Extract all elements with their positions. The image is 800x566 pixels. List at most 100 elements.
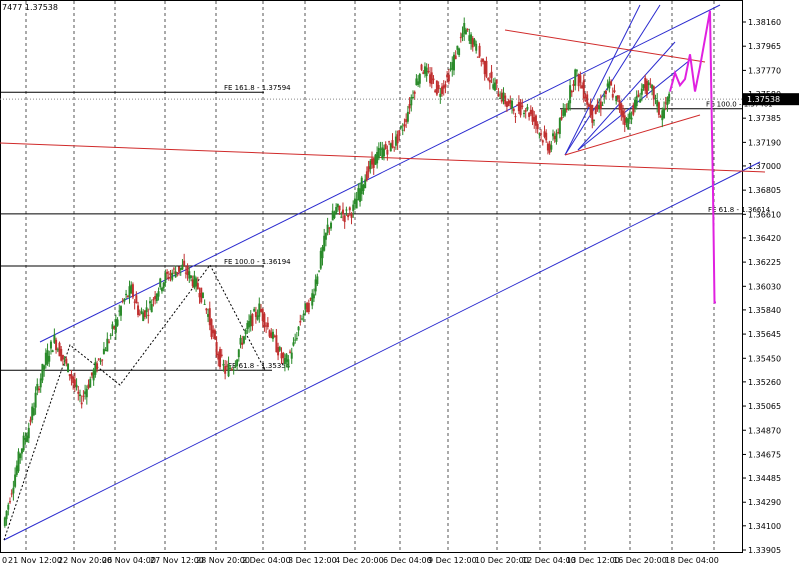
candle-body	[574, 69, 577, 86]
candle-body	[640, 88, 643, 95]
fib-construction-path	[3, 264, 266, 541]
candle-body	[290, 352, 293, 359]
candle-body	[635, 96, 638, 107]
x-tick-label: 28 Nov 20:00	[196, 556, 250, 565]
candle-body	[289, 351, 292, 353]
candle-body	[581, 85, 584, 89]
candle-body	[56, 349, 59, 351]
candle-body	[29, 419, 32, 422]
candle-body	[377, 147, 380, 159]
candle-body	[353, 198, 356, 205]
x-tick-label: 10 Dec 20:00	[475, 556, 529, 565]
candle-body	[647, 82, 650, 86]
candle-body	[217, 353, 220, 360]
candle-body	[381, 147, 384, 159]
candle-body	[555, 133, 558, 142]
candle-body	[188, 271, 191, 279]
candle-body	[321, 246, 324, 259]
candle-body	[318, 270, 321, 272]
candle-body	[229, 367, 232, 369]
fib-level-label: FE 100.0 - 1.36194	[224, 258, 291, 266]
candle-body	[287, 359, 290, 368]
candle-body	[471, 37, 474, 48]
candle-body	[350, 214, 353, 218]
candle-body	[432, 78, 435, 81]
candle-body	[160, 287, 163, 292]
candle-body	[183, 260, 186, 266]
candle-body	[507, 100, 510, 107]
candle-body	[58, 342, 61, 357]
candle-body	[538, 133, 541, 135]
y-tick-label: 1.35840	[748, 306, 781, 315]
candle-body	[420, 64, 423, 70]
fib-level-label: FE 61.8 - 1.36614	[708, 206, 771, 214]
candle-body	[475, 43, 478, 51]
candle-body	[164, 272, 167, 283]
candle-body	[102, 348, 105, 354]
candle-body	[261, 308, 264, 322]
candle-body	[628, 112, 631, 119]
candle-body	[20, 448, 23, 454]
candle-body	[526, 106, 529, 110]
candle-body	[394, 136, 397, 146]
candle-body	[589, 104, 592, 116]
candle-body	[437, 85, 440, 90]
candle-body	[439, 93, 442, 97]
candle-body	[372, 158, 375, 168]
x-tick-label: 9 Dec 12:00	[428, 556, 477, 565]
candle-body	[452, 54, 455, 71]
candle-body	[400, 126, 403, 128]
candle-body	[78, 394, 81, 397]
candle-body	[664, 102, 667, 104]
candle-body	[109, 334, 112, 336]
candle-body	[582, 80, 585, 99]
y-tick-label: 1.37965	[748, 42, 781, 51]
candle-body	[485, 60, 488, 77]
candle-body	[72, 376, 75, 384]
y-tick-label: 1.37385	[748, 114, 781, 123]
candle-body	[41, 363, 44, 381]
candle-body	[447, 74, 450, 82]
current-price-label: 1.37538	[747, 95, 780, 104]
candle-body	[22, 435, 25, 451]
candle-body	[174, 271, 177, 278]
current-price-tag	[743, 93, 799, 106]
y-tick-label: 1.35645	[748, 330, 781, 339]
candle-body	[295, 338, 298, 340]
candle-body	[143, 310, 146, 318]
candle-body	[12, 487, 15, 494]
candle-body	[14, 474, 17, 487]
header-price: 7477 1.37538	[2, 3, 58, 12]
y-tick-label: 1.35450	[748, 354, 781, 363]
candle-body	[10, 493, 13, 495]
candle-body	[77, 391, 80, 394]
y-tick-label: 1.36610	[748, 210, 781, 219]
candle-body	[307, 303, 310, 313]
candle-body	[594, 106, 597, 114]
candle-body	[599, 101, 602, 109]
candle-body	[207, 313, 210, 317]
candle-body	[314, 279, 317, 292]
candle-body	[8, 501, 11, 503]
candle-body	[406, 111, 409, 122]
candle-body	[5, 510, 8, 520]
candle-body	[31, 406, 34, 420]
candle-body	[622, 110, 625, 118]
candle-body	[178, 266, 181, 272]
candle-body	[277, 347, 280, 356]
candle-body	[341, 209, 344, 215]
candle-body	[531, 109, 534, 122]
candle-body	[504, 95, 507, 105]
candle-body	[369, 160, 372, 170]
candle-body	[225, 365, 228, 367]
candle-body	[606, 83, 609, 87]
y-tick-label: 1.36225	[748, 258, 781, 267]
candle-body	[73, 379, 76, 387]
candle-body	[446, 74, 449, 78]
x-tick-label: 6 Dec 04:00	[383, 556, 432, 565]
candle-body	[666, 97, 669, 106]
candle-body	[604, 90, 607, 95]
candle-body	[299, 320, 302, 323]
candle-body	[328, 227, 331, 229]
